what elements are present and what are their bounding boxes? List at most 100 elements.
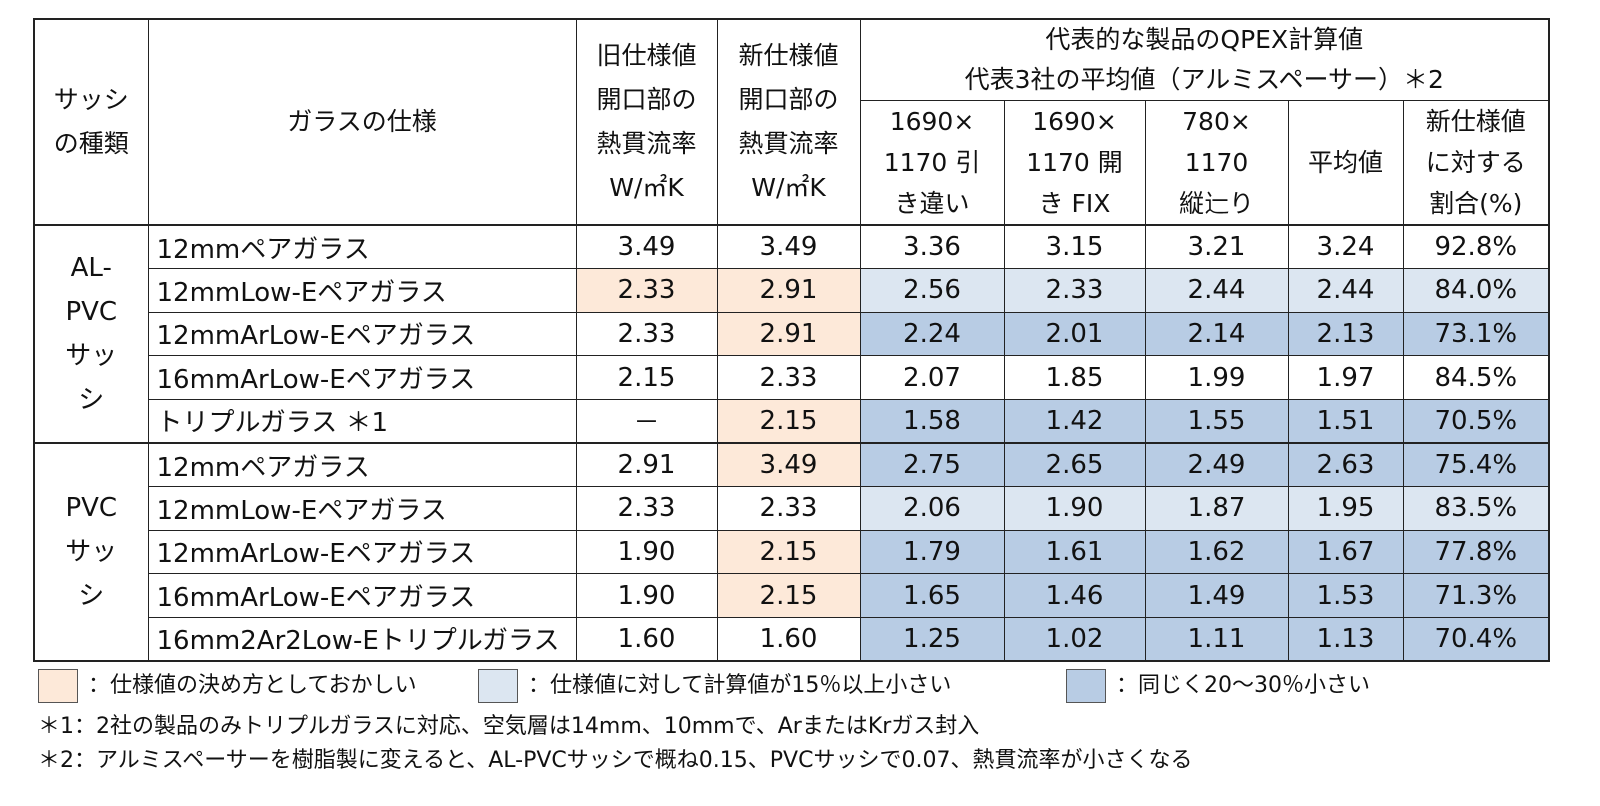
old-value-cell: 1.60 [575,616,718,662]
ratio-cell: 92.8% [1402,224,1550,270]
old-value-cell: 2.91 [575,441,718,488]
table-row: 16mmArLow-Eペアガラス 1.90 2.15 1.65 1.46 1.4… [34,573,1550,618]
header-group-title-line2: 代表3社の平均値（アルミスペーサー）＊2 [859,60,1550,101]
average-cell: 1.67 [1287,529,1404,575]
average-cell: 2.63 [1287,441,1404,488]
new-value-cell: 2.33 [716,486,861,531]
old-value-cell: 3.49 [575,224,718,270]
calc-vertical-cell: 1.87 [1144,486,1289,531]
ratio-cell: 71.3% [1402,573,1550,618]
calc-vertical-cell: 1.99 [1144,355,1289,400]
legend-item-20-30pct: ：同じく20～30％小さい [1066,668,1370,704]
new-value-cell: 2.33 [716,355,861,400]
calc-fix-cell: 1.85 [1003,355,1146,400]
legend-swatch-blue [1066,669,1106,703]
ratio-cell: 77.8% [1402,529,1550,575]
calc-vertical-cell: 1.11 [1144,616,1289,662]
legend-swatch-light-blue [478,669,518,703]
calc-sliding-cell: 1.79 [859,529,1005,575]
calc-fix-cell: 3.15 [1003,224,1146,270]
calc-vertical-cell: 2.14 [1144,311,1289,357]
header-sub-casement-fix-text: 1690× 1170 開き FIX [1026,107,1123,218]
calc-vertical-cell: 3.21 [1144,224,1289,270]
average-cell: 1.97 [1287,355,1404,400]
glass-spec-cell: 12mmArLow-Eペアガラス [147,311,577,357]
legend-label: ：仕様値の決め方としておかしい [88,673,417,698]
average-cell: 1.51 [1287,398,1404,444]
old-value-cell: 2.33 [575,268,718,313]
ratio-cell: 83.5% [1402,486,1550,531]
table-row: 12mmArLow-Eペアガラス 2.33 2.91 2.24 2.01 2.1… [34,311,1550,357]
old-value-cell: 2.33 [575,311,718,357]
calc-sliding-cell: 2.24 [859,311,1005,357]
ratio-cell: 84.5% [1402,355,1550,400]
calc-fix-cell: 2.65 [1003,441,1146,488]
new-value-cell: 1.60 [716,616,861,662]
glass-spec-cell: 12mmペアガラス [147,441,577,488]
table-body: AL- PVC サッシ 12mmペアガラス 3.49 3.49 3.36 3.1… [33,224,1550,662]
old-value-cell: 2.33 [575,486,718,531]
calc-vertical-cell: 1.62 [1144,529,1289,575]
legend-item-odd: ：仕様値の決め方としておかしい [38,668,417,704]
table-row: 12mmArLow-Eペアガラス 1.90 2.15 1.79 1.61 1.6… [34,529,1550,575]
sash-cell-pvc: PVC サッシ [33,441,149,662]
sash-label: PVC サッシ [65,492,118,611]
header-sash-type-text: サッシの種類 [53,85,129,158]
header-sub-casement-fix: 1690× 1170 開き FIX [1003,100,1146,226]
table-row: PVC サッシ 12mmペアガラス 2.91 3.49 2.75 2.65 2.… [33,441,1550,662]
calc-sliding-cell: 2.56 [859,268,1005,313]
header-group-title-line1: 代表的な製品のQPEX計算値 [859,18,1550,60]
footnote-1: ＊1：2社の製品のみトリプルガラスに対応、空気層は14mm、10mmで、Arまた… [38,714,980,739]
table-row: 12mmLow-Eペアガラス 2.33 2.33 2.06 1.90 1.87 … [34,486,1550,531]
average-cell: 1.53 [1287,573,1404,618]
average-cell: 1.95 [1287,486,1404,531]
header-old-value: 旧仕様値 開口部の 熱貫流率 W/㎡K [575,18,718,226]
new-value-cell: 2.15 [716,529,861,575]
old-value-cell: － [575,398,718,444]
calc-sliding-cell: 1.58 [859,398,1005,444]
old-value-cell: 1.90 [575,573,718,618]
calc-vertical-cell: 1.49 [1144,573,1289,618]
glass-spec-cell: 16mmArLow-Eペアガラス [147,355,577,400]
header-new-value-text: 新仕様値 開口部の 熱貫流率 W/㎡K [738,41,839,202]
table-row: 12mmLow-Eペアガラス 2.33 2.91 2.56 2.33 2.44 … [34,268,1550,313]
header-new-value: 新仕様値 開口部の 熱貫流率 W/㎡K [716,18,861,226]
new-value-cell: 2.91 [716,268,861,313]
calc-fix-cell: 1.02 [1003,616,1146,662]
calc-fix-cell: 1.46 [1003,573,1146,618]
ratio-cell: 70.4% [1402,616,1550,662]
new-value-cell: 2.15 [716,573,861,618]
glass-spec-cell: 16mm2Ar2Low-Eトリプルガラス [147,616,577,662]
ratio-cell: 75.4% [1402,441,1550,488]
new-value-cell: 2.91 [716,311,861,357]
legend-label: ：同じく20～30％小さい [1116,673,1370,698]
header-sub-sliding: 1690× 1170 引き違い [859,100,1005,226]
calc-sliding-cell: 2.75 [859,441,1005,488]
ratio-cell: 73.1% [1402,311,1550,357]
average-cell: 3.24 [1287,224,1404,270]
table-row: 16mm2Ar2Low-Eトリプルガラス 1.60 1.60 1.25 1.02… [34,616,1550,662]
table-row: トリプルガラス ＊1 － 2.15 1.58 1.42 1.55 1.51 70… [34,398,1550,444]
calc-fix-cell: 1.61 [1003,529,1146,575]
legend-label: ：仕様値に対して計算値が15％以上小さい [528,673,952,698]
calc-sliding-cell: 2.07 [859,355,1005,400]
ratio-cell: 70.5% [1402,398,1550,444]
new-value-cell: 3.49 [716,441,861,488]
legend-swatch-peach [38,669,78,703]
old-value-cell: 2.15 [575,355,718,400]
glass-spec-cell: 12mmLow-Eペアガラス [147,268,577,313]
calc-fix-cell: 2.33 [1003,268,1146,313]
sash-label: AL- PVC サッシ [65,252,118,415]
average-cell: 1.13 [1287,616,1404,662]
ratio-cell: 84.0% [1402,268,1550,313]
glass-spec-cell: 12mmArLow-Eペアガラス [147,529,577,575]
calc-vertical-cell: 2.44 [1144,268,1289,313]
qpex-comparison-table: サッシの種類 ガラスの仕様 旧仕様値 開口部の 熱貫流率 W/㎡K 新仕様値 開… [33,18,1551,662]
footnote-2: ＊2：アルミスペーサーを樹脂製に変えると、AL-PVCサッシで概ね0.15、PV… [38,748,1193,773]
header-sub-sliding-text: 1690× 1170 引き違い [883,107,981,218]
glass-spec-cell: 16mmArLow-Eペアガラス [147,573,577,618]
new-value-cell: 2.15 [716,398,861,444]
header-sub-vertical-slide-text: 780× 1170 縦辷り [1178,107,1254,218]
average-cell: 2.44 [1287,268,1404,313]
calc-fix-cell: 1.90 [1003,486,1146,531]
